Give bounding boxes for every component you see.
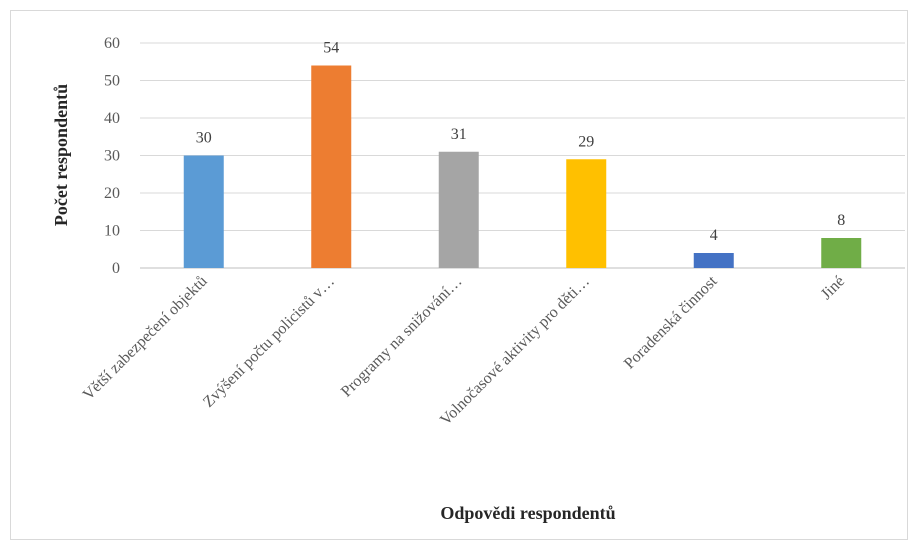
y-tick-label: 60 xyxy=(104,35,120,52)
chart-frame xyxy=(10,10,908,540)
y-tick-label: 30 xyxy=(104,148,120,165)
y-tick-label: 40 xyxy=(104,110,120,127)
x-category-label: Programy na snižování… xyxy=(338,273,466,401)
x-category-label: Jiné xyxy=(818,273,848,303)
y-tick-label: 20 xyxy=(104,185,120,202)
bar xyxy=(693,253,734,268)
bars xyxy=(183,65,862,268)
data-label: 30 xyxy=(196,130,212,147)
y-tick-label: 50 xyxy=(104,73,120,90)
data-label: 29 xyxy=(578,133,594,150)
y-tick-label: 0 xyxy=(112,260,120,277)
bar xyxy=(438,151,479,268)
data-label: 8 xyxy=(837,212,845,229)
bar xyxy=(821,238,862,268)
y-tick-label: 10 xyxy=(104,223,120,240)
x-category-label: Volnočasové aktivity pro děti… xyxy=(437,273,593,429)
data-label: 31 xyxy=(451,126,467,143)
x-category-label: Větší zabezpečení objektů xyxy=(80,273,211,404)
data-label: 54 xyxy=(323,40,339,57)
gridlines xyxy=(140,42,905,269)
y-axis-ticks: 0 10 20 30 40 50 60 xyxy=(104,35,120,277)
bar xyxy=(566,159,607,268)
x-category-label: Zvýšení počtu policistů v… xyxy=(200,273,338,411)
x-axis-title: Odpovědi respondentů xyxy=(440,503,615,523)
y-axis-title: Počet respondentů xyxy=(51,84,71,226)
data-labels: 30 54 31 29 4 8 xyxy=(196,40,846,245)
x-category-label: Poradenská činnost xyxy=(621,272,721,372)
bar xyxy=(311,65,352,268)
bar xyxy=(183,155,224,268)
data-label: 4 xyxy=(710,227,718,244)
